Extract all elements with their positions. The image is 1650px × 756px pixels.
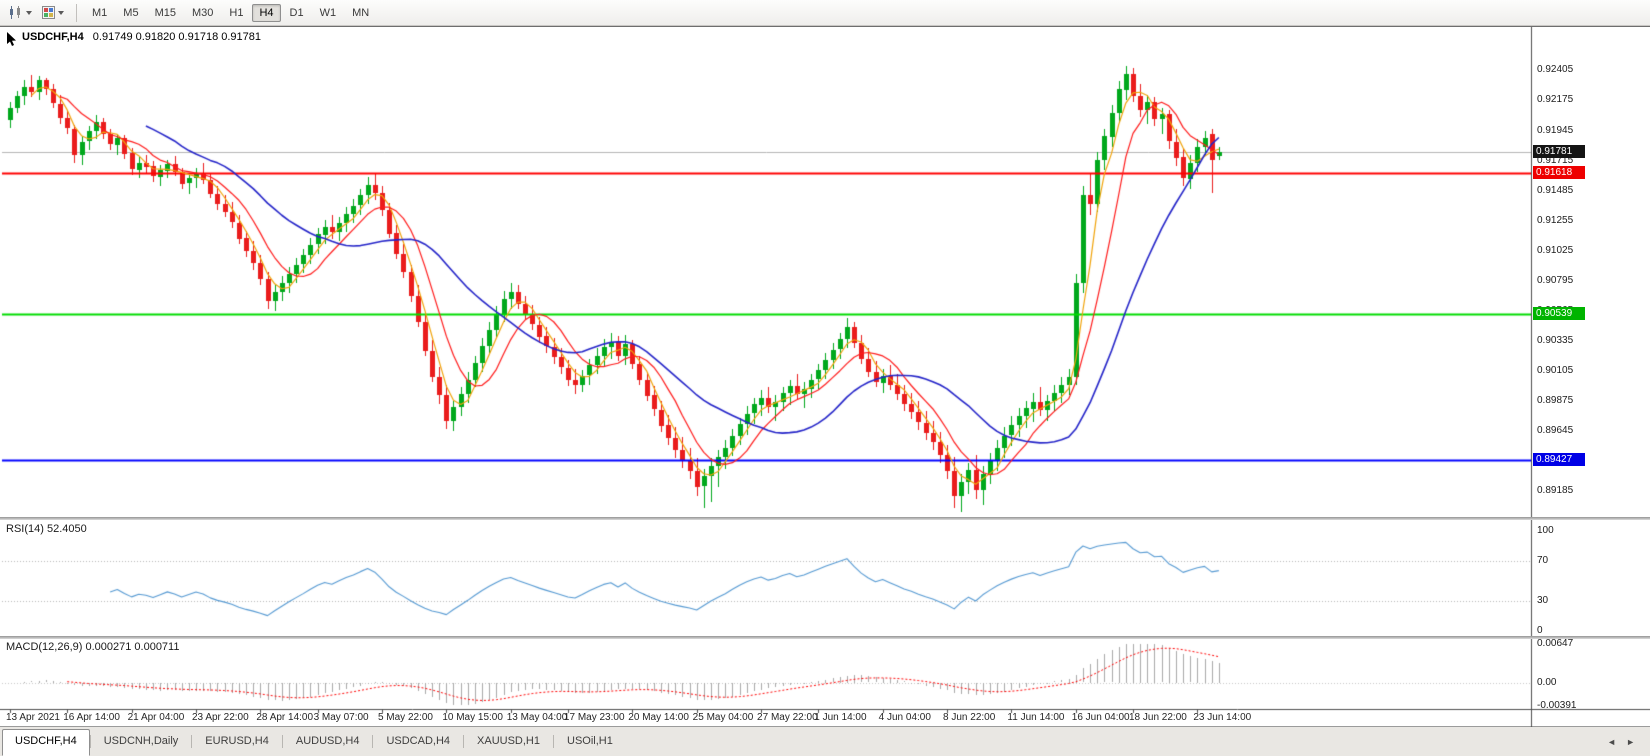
chart-tab-usdcad-h4[interactable]: USDCAD,H4 — [386, 735, 451, 747]
chart-tab-audusd-h4[interactable]: AUDUSD,H4 — [295, 735, 360, 747]
macd-label: MACD(12,26,9) 0.000271 0.000711 — [6, 641, 180, 653]
time-axis-label: 21 Apr 04:00 — [127, 712, 185, 723]
timeframe-h4-button[interactable]: H4 — [252, 3, 281, 22]
price-badge-support-line-blue: 0.89427 — [1533, 452, 1585, 466]
tab-divider — [463, 735, 465, 748]
chevron-down-icon — [58, 10, 64, 15]
price-axis-tick: 0.89875 — [1537, 395, 1574, 407]
rsi-axis-tick: 70 — [1537, 555, 1549, 566]
chart-tab-usoil-h1[interactable]: USOil,H1 — [567, 735, 613, 747]
time-axis-label: 16 Jun 04:00 — [1071, 712, 1130, 723]
timeframe-buttons: M1 M5 M15 M30 H1 H4 D1 W1 MN — [84, 3, 377, 22]
timeframe-m30-button[interactable]: M30 — [185, 4, 220, 22]
chart-tab-eurusd-h4[interactable]: EURUSD,H4 — [205, 735, 269, 747]
chart-title: USDCHF,H4 0.91749 0.91820 0.91718 0.9178… — [22, 31, 261, 43]
time-axis-label: 3 May 07:00 — [313, 712, 369, 723]
chart-area[interactable]: USDCHF,H4 0.91749 0.91820 0.91718 0.9178… — [0, 26, 1650, 727]
price-badge-support-line-green: 0.90539 — [1533, 307, 1585, 321]
chevron-down-icon — [26, 10, 32, 15]
price-axis-tick: 0.91255 — [1537, 214, 1574, 226]
time-axis-label: 18 Jun 22:00 — [1129, 712, 1187, 723]
time-axis-label: 20 May 14:00 — [628, 712, 689, 723]
time-axis-label: 23 Apr 22:00 — [191, 712, 249, 723]
price-chart-canvas[interactable] — [0, 27, 1650, 727]
timeframe-w1-button[interactable]: W1 — [313, 4, 344, 22]
candlestick-chart-icon — [10, 6, 20, 19]
timeframe-mn-button[interactable]: MN — [345, 4, 376, 22]
time-axis-label: 16 Apr 14:00 — [63, 712, 120, 723]
toolbar-divider — [76, 3, 77, 22]
chart-tab-usdcnh-daily[interactable]: USDCNH,Daily — [103, 735, 179, 747]
macd-axis-tick: -0.00391 — [1537, 700, 1577, 711]
time-axis-label: 1 Jun 14:00 — [814, 712, 867, 723]
macd-axis-tick: 0.00647 — [1537, 638, 1574, 649]
time-axis-label: 27 May 22:00 — [757, 712, 818, 723]
time-axis-label: 13 May 04:00 — [506, 712, 568, 723]
chart-type-button[interactable] — [4, 3, 37, 22]
time-axis-label: 17 May 23:00 — [563, 712, 625, 723]
price-axis-tick: 0.90795 — [1537, 274, 1574, 286]
tab-divider — [191, 735, 193, 748]
chart-tab-xauusd-h1[interactable]: XAUUSD,H1 — [477, 735, 540, 747]
tab-divider — [553, 735, 554, 748]
chart-overlay: USDCHF,H4 0.91749 0.91820 0.91718 0.9178… — [0, 27, 1650, 727]
price-badge-current-price: 0.91781 — [1533, 144, 1585, 158]
tabs-scroll-left-button[interactable]: ◄ — [1607, 736, 1617, 747]
macd-axis-tick: 0.00 — [1537, 676, 1557, 688]
tab-scroll-controls: ◄ ► — [1602, 727, 1650, 756]
rsi-axis-tick: 30 — [1537, 595, 1549, 606]
pane-divider-rsi[interactable] — [0, 517, 1650, 520]
tab-divider — [281, 735, 283, 748]
price-axis-tick: 0.89185 — [1537, 485, 1574, 497]
price-axis-tick: 0.90105 — [1537, 365, 1574, 377]
timeframe-m5-button[interactable]: M5 — [116, 4, 145, 22]
toolbar: M1 M5 M15 M30 H1 H4 D1 W1 MN — [0, 0, 1650, 26]
timeframe-m1-button[interactable]: M1 — [85, 4, 114, 22]
price-axis-tick: 0.91025 — [1537, 244, 1574, 256]
rsi-axis-tick: 100 — [1537, 525, 1554, 536]
tab-divider — [372, 735, 374, 748]
ohlc-values: 0.91749 0.91820 0.91718 0.91781 — [92, 31, 262, 43]
time-axis-label: 5 May 22:00 — [377, 712, 433, 723]
chart-colors-button[interactable] — [37, 3, 69, 22]
time-axis-label: 23 Jun 14:00 — [1193, 712, 1252, 723]
price-axis-tick: 0.90335 — [1537, 335, 1574, 347]
price-axis-tick: 0.92175 — [1537, 94, 1574, 106]
price-axis-tick: 0.91715 — [1537, 154, 1574, 166]
timeframe-h1-button[interactable]: H1 — [222, 4, 250, 22]
timeframe-d1-button[interactable]: D1 — [283, 4, 311, 22]
mouse-cursor-icon — [6, 32, 17, 52]
chart-tabbar: USDCHF,H4 USDCNH,Daily EURUSD,H4 AUDUSD,H4 U… — [0, 726, 1650, 756]
time-axis-label: 11 Jun 14:00 — [1007, 712, 1065, 723]
chart-colors-icon — [42, 6, 55, 19]
time-axis-label: 10 May 15:00 — [442, 712, 503, 723]
time-axis-label: 8 Jun 22:00 — [943, 712, 996, 723]
tabs-scroll-right-button[interactable]: ► — [1626, 736, 1635, 747]
symbol-period-label: USDCHF,H4 — [22, 31, 84, 43]
time-axis-label: 28 Apr 14:00 — [256, 712, 314, 723]
timeframe-m15-button[interactable]: M15 — [148, 4, 183, 22]
price-badge-resistance-line: 0.91618 — [1533, 166, 1585, 180]
price-axis-tick: 0.91945 — [1537, 124, 1574, 136]
rsi-label: RSI(14) 52.4050 — [6, 523, 87, 535]
time-axis-label: 25 May 04:00 — [692, 712, 754, 723]
price-axis-tick: 0.91485 — [1537, 184, 1574, 196]
pane-divider-macd[interactable] — [0, 636, 1650, 639]
time-axis-label: 13 Apr 2021 — [6, 712, 60, 723]
tab-divider — [89, 735, 91, 748]
price-axis-tick: 0.89645 — [1537, 425, 1574, 437]
chart-tab-usdchf-h4[interactable]: USDCHF,H4 — [2, 729, 90, 756]
chart-tabs: USDCHF,H4 USDCNH,Daily EURUSD,H4 AUDUSD,H4 U… — [0, 727, 626, 756]
time-axis-label: 4 Jun 04:00 — [878, 712, 931, 723]
rsi-axis-tick: 0 — [1537, 625, 1543, 636]
price-axis-tick: 0.92405 — [1537, 64, 1574, 76]
